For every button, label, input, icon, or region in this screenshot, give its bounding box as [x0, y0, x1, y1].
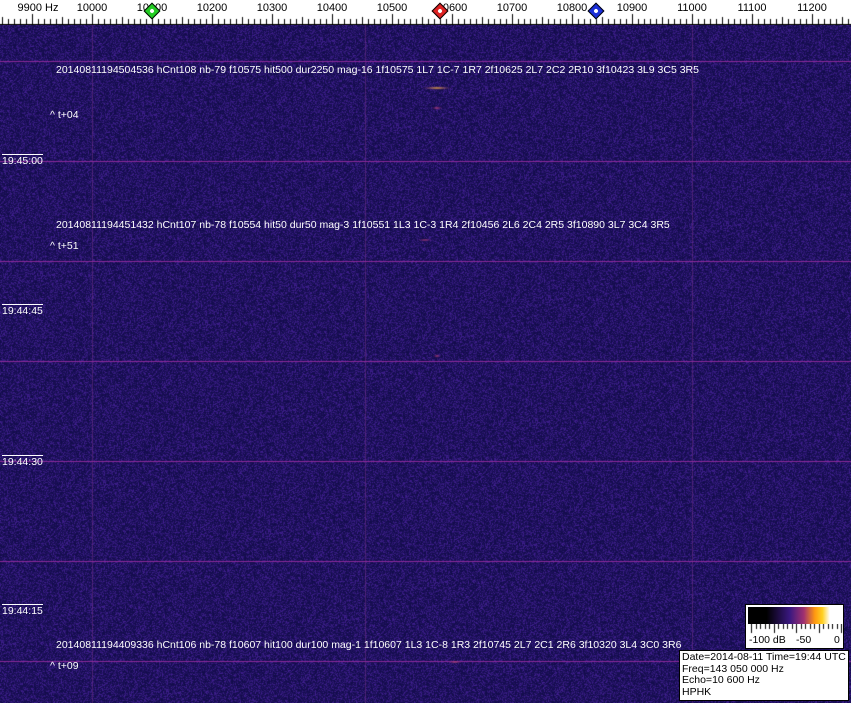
date-time: Date=2014-08-11 Time=19:44 UTC [682, 651, 846, 663]
freq-label: 10800 [556, 2, 588, 14]
echo-frequency: Echo=10 600 Hz [682, 674, 760, 686]
detection-label: 20140811194409336 hCnt106 nb-78 f10607 h… [56, 639, 682, 651]
detection-label: 20140811194451432 hCnt107 nb-78 f10554 h… [56, 219, 670, 231]
frequency-axis: 9900 Hz 10000101001020010300104001050010… [0, 0, 851, 25]
scale-min-label: -100 dB [749, 634, 786, 646]
frequency-ticks [0, 0, 851, 25]
time-label: 19:44:30 [2, 455, 43, 468]
scale-ticks [746, 624, 843, 634]
detection-label: 20140811194504536 hCnt108 nb-79 f10575 h… [56, 64, 699, 76]
freq-label: 10000 [76, 2, 108, 14]
frequency: Freq=143 050 000 Hz [682, 662, 784, 675]
freq-unit-label: 9900 Hz [17, 2, 59, 14]
time-label: 19:45:00 [2, 154, 43, 167]
scale-mid-label: -50 [796, 634, 812, 646]
time-label: 19:44:15 [2, 604, 43, 617]
freq-label: 10500 [376, 2, 408, 14]
station: HPHK [682, 685, 712, 698]
waterfall-spectrogram[interactable]: 20140811194504536 hCnt108 nb-79 f10575 h… [0, 25, 851, 703]
info-panel: Date=2014-08-11 Time=19:44 UTC Freq=143 … [679, 650, 849, 701]
time-label: 19:44:45 [2, 304, 43, 317]
freq-label: 11100 [737, 2, 767, 14]
waterfall-canvas [0, 25, 851, 703]
scale-max-label: 0 [834, 634, 840, 646]
color-gradient [748, 607, 841, 624]
freq-label: 11200 [797, 2, 827, 14]
freq-label: 10200 [196, 2, 228, 14]
detection-offset: ^ t+04 [50, 109, 79, 121]
freq-label: 10700 [496, 2, 528, 14]
freq-label: 10400 [316, 2, 348, 14]
freq-label: 10300 [256, 2, 288, 14]
color-scale: -100 dB -50 0 [745, 604, 844, 649]
freq-label: 10900 [616, 2, 648, 14]
freq-label: 11000 [677, 2, 707, 14]
detection-offset: ^ t+51 [50, 240, 79, 252]
detection-offset: ^ t+09 [50, 660, 79, 672]
